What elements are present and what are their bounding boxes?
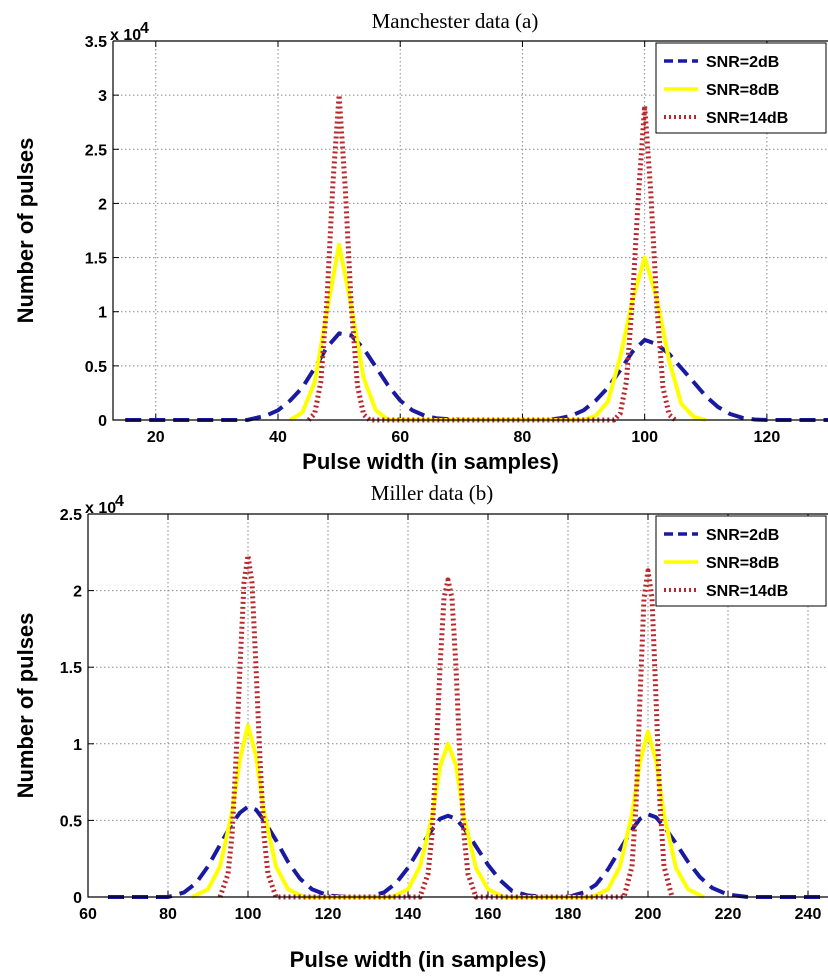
y-tick-label: 0: [98, 413, 107, 430]
y-tick-label: 1: [73, 737, 82, 754]
y-tick-label: 2.5: [60, 507, 82, 524]
y-axis-label: Number of pulses: [13, 613, 38, 799]
x-tick-label: 140: [395, 906, 422, 923]
x-tick-label: 60: [391, 429, 409, 446]
x-tick-label: 240: [795, 906, 822, 923]
legend-label: SNR=8dB: [706, 82, 779, 99]
y-tick-label: 0.5: [60, 813, 82, 830]
legend: SNR=2dB SNR=8dB SNR=14dB: [655, 515, 827, 607]
x-tick-label: 160: [475, 906, 502, 923]
x-tick-label: 120: [754, 429, 781, 446]
legend: SNR=2dB SNR=8dB SNR=14dB: [655, 42, 827, 134]
y-multiplier-label: x 10: [85, 500, 116, 517]
x-tick-label: 100: [235, 906, 262, 923]
series-line-snr-2db: [125, 331, 828, 422]
series-line-snr-2db: [108, 804, 820, 899]
series-line-snr-8db: [191, 723, 705, 899]
legend-label: SNR=2dB: [706, 527, 779, 544]
y-exponent-label: 4: [140, 20, 149, 37]
y-multiplier-label: x 10: [110, 27, 141, 44]
y-axis-label: Number of pulses: [13, 138, 38, 324]
x-tick-label: 80: [514, 429, 532, 446]
x-tick-label: 80: [159, 906, 177, 923]
chart-2: 60 80 100 120 140 160 180 200 220 240 0 0.5 1 1.5 2 2.5…: [13, 481, 828, 972]
chart-title: Manchester data (a): [372, 9, 539, 33]
x-axis-label: Pulse width (in samples): [290, 947, 547, 972]
x-tick-label: 200: [635, 906, 662, 923]
legend-label: SNR=8dB: [706, 555, 779, 572]
chart-1: 20 40 60 80 100 120 0 0.5 1 1.5 2 2.5 3 3.5 x 104 Manch…: [13, 9, 828, 474]
x-tick-label: 180: [555, 906, 582, 923]
y-tick-label: 1.5: [60, 660, 82, 677]
y-tick-label: 2: [98, 196, 107, 213]
axis-frame: [87, 514, 828, 898]
x-tick-label: 100: [631, 429, 658, 446]
x-tick-label: 220: [715, 906, 742, 923]
x-axis-label: Pulse width (in samples): [302, 449, 559, 474]
series-line-snr-8db: [289, 242, 707, 422]
axis-frame: [112, 41, 828, 421]
y-tick-label: 0: [73, 890, 82, 907]
y-tick-label: 2.5: [85, 142, 107, 159]
x-tick-label: 20: [147, 429, 165, 446]
x-tick-label: 60: [79, 906, 97, 923]
legend-label: SNR=14dB: [706, 583, 788, 600]
series-line-snr-14db: [217, 552, 675, 900]
x-tick-label: 40: [269, 429, 287, 446]
y-tick-label: 1.5: [85, 251, 107, 268]
chart-title: Miller data (b): [371, 481, 493, 505]
x-tick-label: 120: [315, 906, 342, 923]
y-tick-label: 0.5: [85, 359, 107, 376]
y-exponent-label: 4: [115, 493, 124, 510]
y-tick-label: 3.5: [85, 34, 107, 51]
legend-label: SNR=2dB: [706, 54, 779, 71]
y-tick-label: 3: [98, 88, 107, 105]
y-tick-label: 2: [73, 584, 82, 601]
legend-label: SNR=14dB: [706, 110, 788, 127]
series-line-snr-14db: [306, 92, 677, 423]
y-tick-label: 1: [98, 305, 107, 322]
